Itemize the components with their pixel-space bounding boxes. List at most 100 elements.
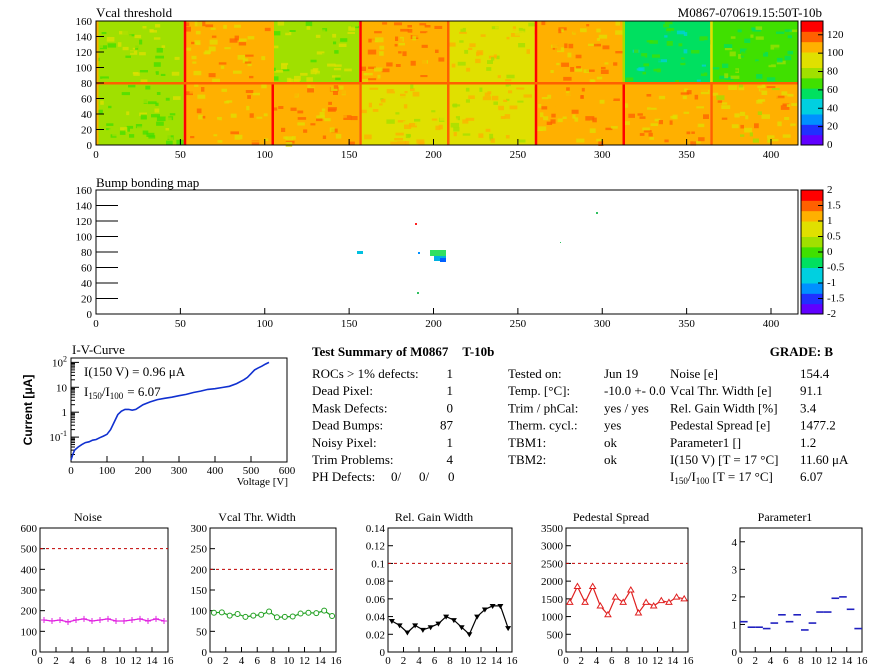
small-y-tick-label: 400 xyxy=(21,564,38,576)
vcal-noise-speck xyxy=(715,43,723,47)
vcal-noise-speck xyxy=(420,59,427,65)
small-x-tick-label: 16 xyxy=(163,655,175,667)
vcal-noise-speck xyxy=(459,40,464,43)
vcal-noise-speck xyxy=(681,57,685,61)
vcal-noise-speck xyxy=(420,127,428,132)
small-x-tick-label: 8 xyxy=(624,655,630,667)
small-x-tick-label: 6 xyxy=(783,655,789,667)
vcal-noise-speck xyxy=(473,109,482,114)
vcal-noise-speck xyxy=(683,49,688,54)
vcal-noise-speck xyxy=(692,71,700,74)
data-point xyxy=(435,621,442,627)
small-chart-title: Vcal Thr. Width xyxy=(218,510,295,524)
small-y-tick-label: 0 xyxy=(558,647,564,659)
vcal-scale-band xyxy=(801,52,823,58)
small-chart-frame xyxy=(739,527,863,653)
small-x-tick-label: 0 xyxy=(37,655,43,667)
small-y-tick-label: 0.08 xyxy=(366,576,386,588)
vcal-noise-speck xyxy=(681,58,688,63)
vcal-noise-speck xyxy=(223,24,227,29)
vcal-noise-speck xyxy=(623,103,629,108)
vcal-noise-speck xyxy=(465,87,470,92)
vcal-noise-speck xyxy=(763,51,769,57)
summary-left-value: 0 xyxy=(447,400,454,415)
vcal-noise-speck xyxy=(772,115,776,119)
data-point xyxy=(657,596,666,604)
vcal-noise-speck xyxy=(512,28,518,33)
vcal-noise-speck xyxy=(730,36,736,39)
vcal-noise-speck xyxy=(324,124,333,128)
summary-right-label: Parameter1 [] xyxy=(670,435,741,450)
vcal-noise-speck xyxy=(360,66,366,71)
bump-defect-spot xyxy=(560,242,561,243)
vcal-noise-speck xyxy=(440,99,448,103)
vcal-noise-speck xyxy=(420,31,428,34)
bump-scale-band xyxy=(801,221,823,227)
vcal-noise-speck xyxy=(142,26,147,30)
vcal-noise-speck xyxy=(419,91,428,96)
vcal-noise-speck xyxy=(723,44,733,48)
vcal-noise-speck xyxy=(252,111,261,116)
vcal-noise-speck xyxy=(776,95,785,99)
summary-left-value: 1 xyxy=(447,383,454,398)
vcal-noise-speck xyxy=(254,27,261,31)
small-y-tick-label: 150 xyxy=(191,585,208,597)
small-y-tick-label: 3500 xyxy=(541,523,564,535)
iv-x-tick-label: 600 xyxy=(279,465,296,477)
vcal-noise-speck xyxy=(117,42,122,47)
vcal-noise-speck xyxy=(552,43,560,48)
data-point xyxy=(665,598,673,605)
vcal-noise-speck xyxy=(503,99,508,102)
vcal-noise-speck xyxy=(333,41,337,45)
small-x-tick-label: 16 xyxy=(507,655,519,667)
vcal-noise-speck xyxy=(755,36,764,40)
bump-y-tick-label: 120 xyxy=(76,216,93,228)
vcal-noise-speck xyxy=(673,51,681,56)
vcal-noise-speck xyxy=(543,116,549,121)
vcal-noise-speck xyxy=(416,46,422,49)
small-chart-frame xyxy=(565,527,689,653)
vcal-noise-speck xyxy=(247,61,252,67)
vcal-noise-speck xyxy=(155,55,164,59)
vcal-roc-edge xyxy=(534,83,538,145)
data-point xyxy=(427,625,434,631)
vcal-noise-speck xyxy=(576,138,585,143)
vcal-noise-speck xyxy=(360,98,368,104)
vcal-noise-speck xyxy=(447,58,452,63)
vcal-roc-edge xyxy=(710,83,713,145)
vcal-y-tick-label: 0 xyxy=(87,140,93,152)
vcal-noise-speck xyxy=(510,139,516,144)
vcal-noise-speck xyxy=(575,54,582,59)
vcal-noise-speck xyxy=(300,72,308,76)
vcal-noise-speck xyxy=(367,24,376,28)
vcal-noise-speck xyxy=(704,52,709,55)
vcal-noise-speck xyxy=(716,95,725,100)
bump-scale-band xyxy=(801,236,823,243)
vcal-noise-speck xyxy=(755,26,763,30)
vcal-noise-speck xyxy=(664,35,668,38)
vcal-noise-speck xyxy=(126,125,134,129)
vcal-noise-speck xyxy=(487,60,493,64)
vcal-noise-speck xyxy=(412,91,420,97)
vcal-noise-speck xyxy=(403,104,408,109)
vcal-noise-speck xyxy=(593,113,602,118)
vcal-noise-speck xyxy=(344,68,352,72)
summary-test-conditions: Tested on: Jun 19 Temp. [°C]: -10.0 +- 0.0 T… xyxy=(508,366,666,467)
small-y-tick-label: 300 xyxy=(21,585,38,597)
vcal-noise-speck xyxy=(639,116,646,119)
vcal-noise-speck xyxy=(290,46,299,50)
vcal-noise-speck xyxy=(771,138,779,142)
vcal-noise-speck xyxy=(351,97,355,100)
vcal-roc-edge xyxy=(183,83,187,145)
vcal-noise-speck xyxy=(340,38,348,42)
summary-title: Test Summary of M0867 T-10b xyxy=(312,344,494,359)
vcal-noise-speck xyxy=(526,49,530,54)
vcal-noise-speck xyxy=(228,109,232,112)
vcal-noise-speck xyxy=(199,67,207,73)
vcal-noise-speck xyxy=(686,87,696,91)
vcal-roc-cell xyxy=(359,83,447,145)
summary-left-value: 1 xyxy=(447,366,454,381)
vcal-noise-speck xyxy=(349,65,353,69)
iv-x-tick-label: 0 xyxy=(68,465,74,477)
